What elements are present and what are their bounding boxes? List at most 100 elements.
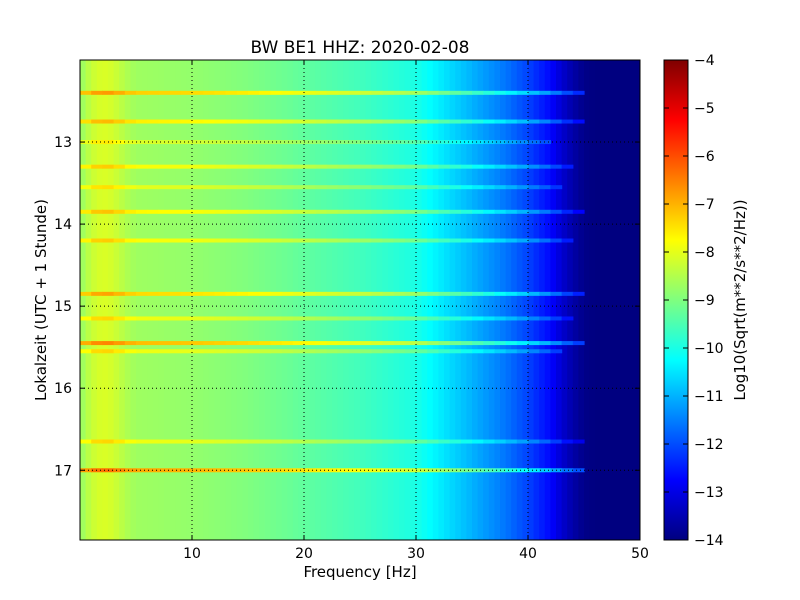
spectrum-band (483, 468, 495, 473)
spectrum-band (147, 316, 159, 321)
spectrum-band (236, 439, 249, 444)
spectrum-band (348, 140, 361, 145)
spectrum-band (472, 468, 484, 473)
spectrum-column (516, 60, 523, 540)
spectrum-band (416, 238, 428, 243)
spectrum-band (572, 439, 585, 444)
spectrum-band (147, 140, 159, 145)
y-axis-label: Lokalzeit (UTC + 1 Stunde) (32, 199, 50, 401)
spectrum-band (292, 316, 305, 321)
spectrum-band (393, 316, 406, 321)
colorbar-tick-label: −13 (694, 485, 724, 501)
spectrum-band (248, 90, 260, 95)
spectrum-band (102, 90, 115, 95)
spectrum-band (371, 349, 383, 354)
spectrum-band (136, 316, 148, 321)
spectrum-band (225, 238, 238, 243)
spectrum-band (382, 238, 395, 243)
spectrum-band (427, 119, 439, 124)
spectrum-column (595, 60, 602, 540)
spectrum-band (550, 316, 563, 321)
spectrum-band (360, 164, 372, 169)
spectrum-column (466, 60, 473, 540)
spectrum-band (248, 291, 260, 296)
spectrum-band (304, 119, 316, 124)
spectrum-band (326, 164, 339, 169)
spectrum-band (404, 439, 417, 444)
spectrum-band (180, 341, 193, 346)
spectrum-column (236, 60, 243, 540)
spectrum-band (449, 119, 462, 124)
spectrum-column (393, 60, 400, 540)
spectrum-band (438, 439, 451, 444)
spectrum-band (80, 164, 92, 169)
spectrum-band (259, 209, 271, 214)
spectrum-band (494, 119, 507, 124)
spectrum-band (516, 439, 529, 444)
spectrum-column (158, 60, 165, 540)
spectrum-band (113, 291, 126, 296)
spectrum-band (483, 439, 495, 444)
spectrum-column (584, 60, 591, 540)
spectrum-band (281, 238, 294, 243)
spectrum-column (522, 60, 529, 540)
spectrum-band (382, 209, 395, 214)
spectrum-band (539, 468, 551, 473)
spectrum-column (606, 60, 613, 540)
spectrum-band (248, 349, 260, 354)
spectrum-band (214, 209, 227, 214)
spectrum-band (393, 185, 406, 190)
spectrum-band (572, 119, 585, 124)
spectrum-band (158, 185, 171, 190)
spectrum-band (236, 468, 249, 473)
spectrum-band (102, 209, 115, 214)
spectrum-band (136, 164, 148, 169)
spectrum-band (102, 119, 115, 124)
spectrum-band (292, 238, 305, 243)
spectrum-band (483, 119, 495, 124)
spectrum-band (259, 341, 271, 346)
spectrum-column (147, 60, 154, 540)
spectrum-band (225, 439, 238, 444)
spectrum-band (438, 119, 451, 124)
colorbar-tick-label: −9 (694, 293, 715, 309)
spectrum-band (91, 349, 103, 354)
spectrum-band (483, 238, 495, 243)
spectrum-band (214, 316, 227, 321)
spectrum-band (337, 341, 350, 346)
spectrum-band (91, 238, 103, 243)
spectrum-band (371, 209, 383, 214)
spectrum-band (337, 140, 350, 145)
spectrum-band (371, 439, 383, 444)
spectrum-band (528, 439, 540, 444)
spectrum-band (337, 349, 350, 354)
spectrum-band (124, 185, 137, 190)
spectrum-column (410, 60, 417, 540)
spectrum-band (270, 185, 283, 190)
spectrum-column (617, 60, 624, 540)
spectrum-column (332, 60, 339, 540)
x-axis-label: Frequency [Hz] (303, 563, 416, 581)
spectrum-band (561, 90, 574, 95)
spectrum-band (360, 238, 372, 243)
spectrum-column (113, 60, 120, 540)
spectrum-band (91, 439, 103, 444)
spectrum-band (281, 468, 294, 473)
spectrum-band (102, 185, 115, 190)
spectrum-band (326, 341, 339, 346)
spectrum-band (281, 185, 294, 190)
spectrum-band (472, 291, 484, 296)
spectrum-band (315, 119, 327, 124)
spectrum-band (292, 209, 305, 214)
spectrum-band (91, 291, 103, 296)
x-tick-label: 20 (295, 546, 313, 562)
spectrum-band (382, 164, 395, 169)
spectrum-band (203, 349, 215, 354)
spectrum-band (169, 119, 182, 124)
spectrum-band (315, 439, 327, 444)
spectrum-band (180, 349, 193, 354)
spectrum-band (304, 140, 316, 145)
spectrum-band (416, 209, 428, 214)
spectrum-band (472, 140, 484, 145)
spectrum-band (382, 119, 395, 124)
